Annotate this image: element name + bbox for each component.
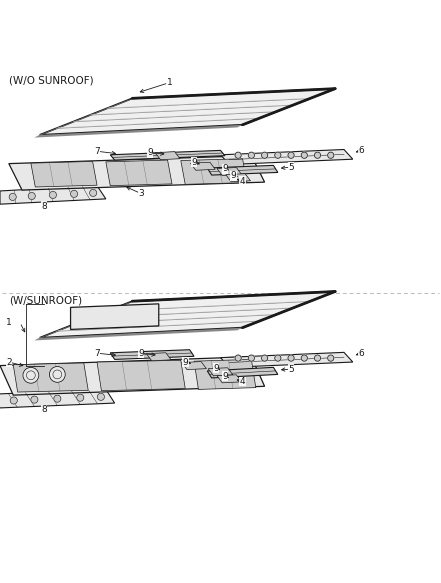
Text: 5: 5 (288, 163, 294, 171)
Text: 6: 6 (359, 349, 365, 358)
Circle shape (31, 396, 38, 403)
Text: 5: 5 (288, 364, 294, 374)
Polygon shape (40, 89, 335, 135)
Circle shape (23, 367, 39, 383)
Text: 9: 9 (191, 158, 197, 167)
Text: 2: 2 (6, 357, 11, 367)
Polygon shape (207, 367, 278, 378)
Text: 9: 9 (147, 148, 153, 157)
Text: (W/O SUNROOF): (W/O SUNROOF) (9, 75, 93, 86)
Polygon shape (0, 357, 265, 395)
Circle shape (262, 152, 268, 159)
Polygon shape (71, 304, 159, 329)
Polygon shape (194, 359, 256, 389)
Text: 6: 6 (359, 146, 365, 155)
Circle shape (301, 152, 307, 159)
Circle shape (235, 152, 241, 159)
Polygon shape (9, 156, 265, 190)
Circle shape (248, 152, 254, 159)
Circle shape (54, 395, 61, 402)
Polygon shape (182, 361, 206, 370)
Text: 9: 9 (231, 171, 237, 181)
Text: 9: 9 (222, 372, 228, 381)
Polygon shape (220, 352, 353, 367)
Circle shape (262, 355, 268, 361)
Polygon shape (34, 99, 132, 138)
Text: 9: 9 (213, 364, 219, 373)
Text: 8: 8 (41, 405, 47, 414)
Polygon shape (13, 363, 88, 392)
Text: 7: 7 (94, 147, 100, 156)
Text: 8: 8 (41, 202, 47, 211)
Circle shape (71, 190, 78, 198)
Polygon shape (208, 368, 233, 376)
Text: 9: 9 (182, 357, 188, 367)
Circle shape (9, 194, 16, 201)
Polygon shape (34, 328, 243, 340)
Polygon shape (97, 360, 185, 391)
Polygon shape (0, 389, 115, 408)
Circle shape (288, 355, 294, 361)
Circle shape (49, 191, 56, 198)
Circle shape (328, 355, 334, 361)
Polygon shape (34, 301, 132, 340)
Circle shape (49, 367, 65, 382)
Circle shape (10, 397, 17, 404)
Circle shape (328, 152, 334, 159)
Circle shape (314, 355, 321, 361)
Circle shape (301, 355, 307, 361)
Polygon shape (40, 292, 335, 338)
Text: 1: 1 (6, 318, 12, 327)
Text: 9: 9 (138, 349, 144, 358)
Text: 4: 4 (240, 177, 245, 186)
Polygon shape (181, 159, 247, 184)
Circle shape (275, 355, 281, 361)
Circle shape (235, 355, 241, 361)
Polygon shape (31, 161, 97, 187)
Circle shape (77, 394, 84, 401)
Text: 3: 3 (138, 189, 144, 198)
Polygon shape (191, 162, 215, 170)
Text: 9: 9 (222, 164, 228, 173)
Polygon shape (217, 167, 242, 175)
Polygon shape (106, 160, 172, 185)
Circle shape (248, 355, 254, 361)
Circle shape (275, 152, 281, 159)
Text: 7: 7 (94, 349, 100, 358)
Polygon shape (217, 375, 242, 383)
Polygon shape (146, 353, 171, 361)
Circle shape (90, 189, 97, 196)
Text: (W/SUNROOF): (W/SUNROOF) (9, 296, 82, 305)
Polygon shape (110, 350, 194, 359)
Polygon shape (34, 125, 243, 138)
Circle shape (288, 152, 294, 159)
Polygon shape (226, 174, 250, 182)
Polygon shape (0, 185, 106, 204)
Polygon shape (220, 149, 353, 164)
Polygon shape (207, 166, 278, 175)
Circle shape (97, 394, 105, 401)
Circle shape (314, 152, 321, 159)
Circle shape (28, 192, 35, 199)
Polygon shape (155, 152, 180, 160)
Text: 4: 4 (240, 377, 245, 386)
Polygon shape (110, 150, 225, 160)
Text: 1: 1 (167, 78, 173, 87)
